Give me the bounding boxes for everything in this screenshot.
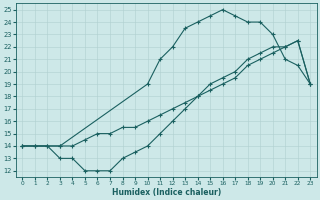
- X-axis label: Humidex (Indice chaleur): Humidex (Indice chaleur): [112, 188, 221, 197]
